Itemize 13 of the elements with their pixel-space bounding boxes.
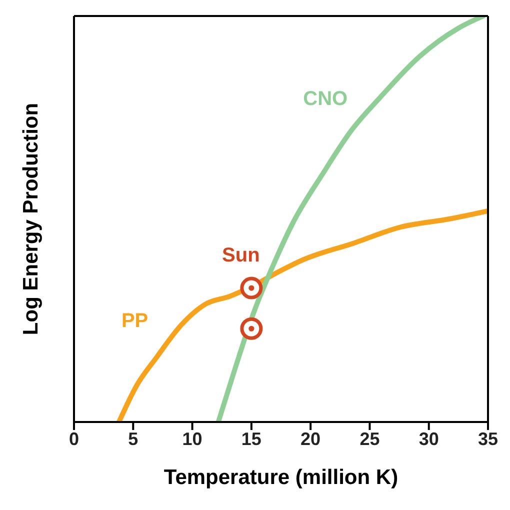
x-tick-label: 35 (478, 428, 498, 449)
x-tick-label: 15 (241, 428, 262, 449)
x-axis-title: Temperature (million K) (164, 466, 398, 489)
series-label: PP (121, 310, 148, 332)
series-label: CNO (303, 88, 348, 110)
x-tick-label: 20 (300, 428, 321, 449)
series-label: Sun (222, 244, 260, 267)
x-tick-label: 25 (360, 428, 380, 449)
x-tick-label: 30 (418, 428, 439, 449)
y-axis-title: Log Energy Production (19, 102, 42, 336)
x-tick-label: 0 (68, 428, 80, 449)
x-tick-label: 10 (182, 428, 202, 449)
x-tick-label: 5 (128, 428, 138, 449)
